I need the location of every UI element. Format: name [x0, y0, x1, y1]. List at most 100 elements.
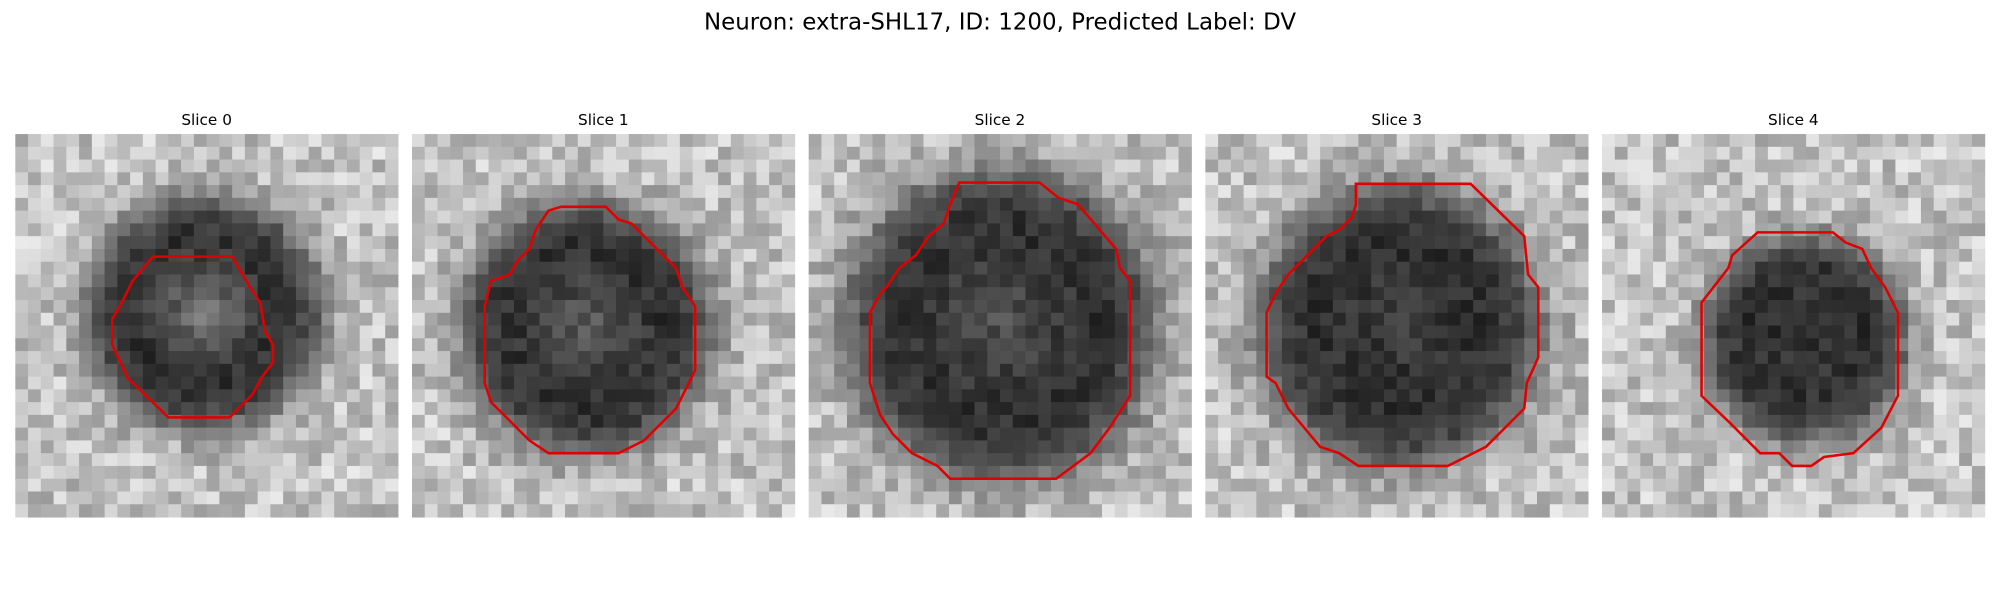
pixel: [346, 261, 361, 275]
pixel: [987, 248, 1001, 263]
pixel: [40, 465, 55, 480]
pixel: [334, 197, 348, 212]
pixel: [130, 389, 144, 403]
pixel: [283, 363, 297, 378]
pixel: [987, 300, 1001, 314]
pixel: [1562, 427, 1576, 441]
pixel: [424, 440, 439, 454]
pixel: [539, 159, 553, 173]
pixel: [450, 325, 464, 339]
pixel: [1511, 478, 1525, 492]
pixel: [1536, 236, 1551, 250]
pixel: [1818, 300, 1833, 314]
pixel: [475, 338, 490, 352]
pixel: [424, 478, 439, 492]
pixel: [257, 236, 271, 250]
pixel: [244, 504, 259, 518]
pixel: [1908, 197, 1922, 212]
pixel: [40, 440, 55, 454]
pixel: [283, 440, 297, 454]
pixel: [821, 236, 835, 250]
pixel: [1562, 197, 1576, 212]
pixel: [244, 325, 259, 339]
pixel: [130, 491, 144, 505]
pixel: [1920, 223, 1935, 237]
pixel: [1178, 427, 1192, 441]
pixel: [1575, 440, 1589, 454]
pixel: [552, 223, 566, 237]
pixel: [1383, 389, 1398, 403]
pixel: [948, 274, 963, 288]
pixel: [501, 134, 515, 148]
pixel: [193, 491, 208, 505]
pixel: [1485, 172, 1500, 186]
pixel: [923, 440, 937, 454]
pixel: [79, 414, 93, 429]
pixel: [1933, 414, 1947, 429]
pixel: [781, 414, 796, 429]
pixel: [1460, 389, 1474, 403]
pixel: [257, 389, 271, 403]
pixel: [1332, 351, 1347, 365]
pixel: [834, 197, 848, 212]
pixel: [846, 376, 861, 390]
pixel: [514, 351, 528, 365]
pixel: [1205, 389, 1219, 403]
pixel: [270, 248, 284, 263]
pixel: [501, 414, 515, 429]
pixel: [821, 465, 835, 480]
pixel: [1895, 223, 1909, 237]
pixel: [1971, 146, 1986, 161]
pixel: [743, 427, 757, 441]
pixel: [142, 300, 157, 314]
pixel: [1767, 491, 1782, 505]
pixel: [565, 274, 579, 288]
pixel: [1882, 338, 1896, 352]
pixel: [1396, 376, 1410, 390]
pixel: [270, 376, 284, 390]
pixel: [577, 146, 592, 161]
pixel: [475, 274, 490, 288]
pixel: [181, 491, 195, 505]
pixel: [987, 440, 1001, 454]
pixel: [1320, 172, 1334, 186]
pixel: [1140, 172, 1154, 186]
pixel: [91, 134, 106, 148]
pixel: [1320, 351, 1334, 365]
pixel: [168, 274, 182, 288]
pixel: [104, 134, 118, 148]
pixel: [1946, 414, 1960, 429]
pixel: [1524, 172, 1538, 186]
pixel: [641, 491, 655, 505]
pixel: [130, 287, 144, 301]
pixel: [53, 172, 67, 186]
pixel: [872, 427, 886, 441]
pixel: [923, 363, 937, 378]
pixel: [1536, 453, 1551, 467]
pixel: [206, 440, 220, 454]
pixel: [321, 312, 335, 327]
pixel: [1729, 210, 1743, 224]
pixel: [463, 402, 477, 416]
pixel: [244, 453, 259, 467]
pixel: [1383, 491, 1398, 505]
pixel: [1332, 402, 1347, 416]
pixel: [590, 172, 604, 186]
pixel: [1178, 248, 1192, 263]
pixel: [641, 185, 655, 199]
pixel: [66, 504, 80, 518]
pixel: [577, 402, 592, 416]
pixel: [1908, 465, 1922, 480]
pixel: [756, 146, 770, 161]
pixel: [155, 363, 169, 378]
pixel: [1549, 134, 1564, 148]
pixel: [270, 325, 284, 339]
pixel: [654, 236, 668, 250]
pixel: [781, 210, 796, 224]
pixel: [53, 440, 67, 454]
pixel: [321, 363, 335, 378]
pixel: [1793, 427, 1807, 441]
pixel: [1089, 185, 1103, 199]
pixel: [1627, 376, 1641, 390]
pixel: [1422, 389, 1436, 403]
